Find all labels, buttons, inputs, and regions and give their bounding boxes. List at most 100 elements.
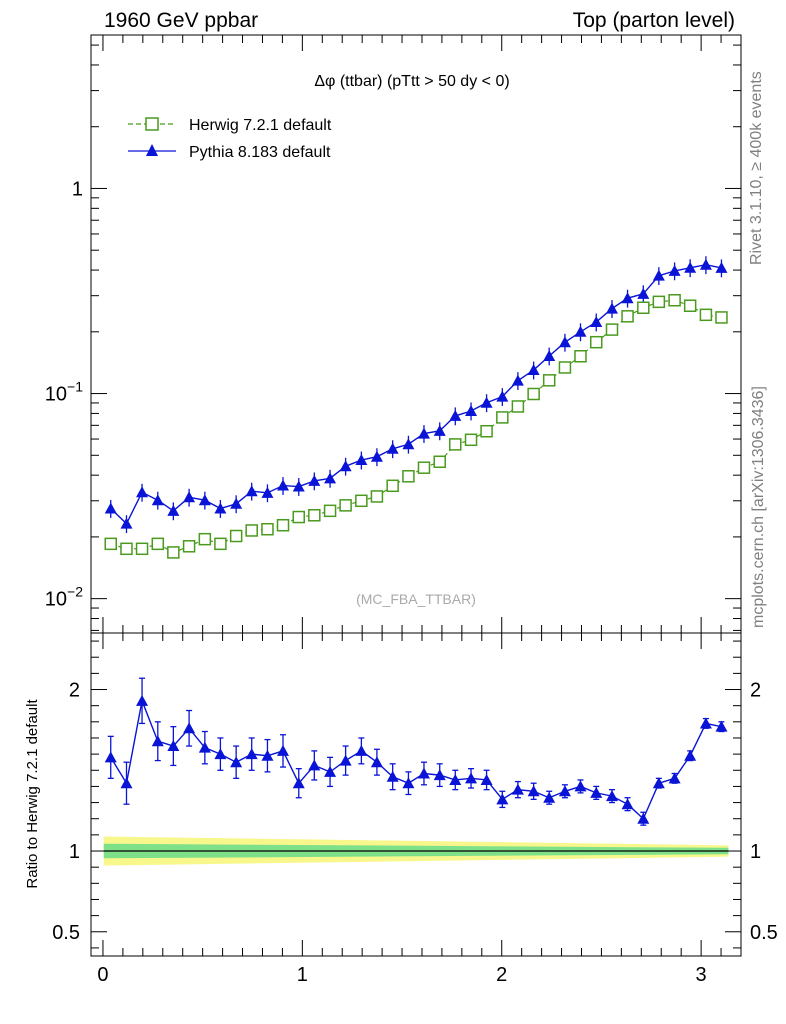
pythia-point [684, 261, 697, 273]
pythia-point [277, 479, 290, 491]
herwig-point [167, 546, 180, 559]
ratio-pythia-point [402, 777, 415, 789]
ratio-pythia-point [355, 744, 368, 756]
pythia-point [637, 287, 650, 299]
pythia-point [339, 460, 352, 472]
ratio-pythia-point [621, 798, 634, 810]
pythia-point [449, 409, 462, 421]
herwig-point [135, 542, 149, 556]
rivet-label: Rivet 3.1.10, ≥ 400k events [748, 71, 765, 265]
ratio-pythia-point [277, 744, 290, 756]
ratio-frame [90, 632, 742, 957]
pythia-point [699, 258, 712, 270]
pythia-point [511, 374, 524, 386]
ratio-pythia-point [574, 780, 587, 792]
ratio-pythia-point [261, 749, 274, 761]
legend-pythia: Pythia 8.183 default [128, 144, 331, 161]
pythia-point [543, 350, 556, 362]
ratio-pythia-point [417, 767, 430, 779]
pythia-point [668, 264, 681, 276]
ratio-axis-ticks: 0.5 0.5 1 1 2 2 0 1 2 3 [52, 633, 778, 986]
herwig-point [229, 529, 243, 543]
pythia-point [261, 486, 274, 498]
herwig-point [261, 522, 274, 536]
ratio-pythia-point [104, 751, 117, 763]
pythia-point [590, 316, 603, 328]
pythia-point [574, 325, 587, 337]
ratio-panel: 0.5 0.5 1 1 2 2 0 1 2 3 Ratio to Herwig 7.2.1 def… [24, 632, 778, 986]
pythia-point [496, 390, 509, 402]
ratio-pythia-point [527, 785, 540, 797]
x-tick-label: 2 [496, 964, 507, 986]
pythia-point [245, 485, 258, 497]
legend-pythia-label: Pythia 8.183 default [189, 144, 331, 161]
herwig-point [120, 542, 133, 556]
ratio-pythia-point [496, 793, 509, 805]
herwig-point [245, 524, 258, 537]
chart-title: Δφ (ttbar) (pTtt > 50 dy < 0) [314, 73, 509, 90]
ratio-pythia-point [715, 720, 728, 732]
ratio-pythia-point [433, 769, 446, 781]
pythia-point [715, 261, 728, 273]
ratio-pythia-point [590, 786, 603, 798]
ratio-y-tick-label-right: 0.5 [750, 922, 778, 944]
legend-herwig-label: Herwig 7.2.1 default [189, 117, 332, 134]
pythia-point [433, 424, 446, 436]
herwig-point [417, 461, 431, 474]
pythia-point [324, 472, 337, 484]
ratio-pythia-point [214, 748, 227, 760]
pythia-point [402, 438, 415, 450]
herwig-point [558, 361, 572, 374]
herwig-point [339, 499, 352, 512]
ratio-pythia-point [652, 777, 665, 789]
ratio-y-tick-label-right: 2 [750, 680, 761, 702]
pythia-point [605, 302, 618, 314]
herwig-point [449, 438, 462, 451]
ratio-pythia-point [449, 773, 462, 785]
analysis-watermark: (MC_FBA_TTBAR) [356, 591, 476, 607]
y-tick-label: 10−1 [45, 379, 83, 406]
ratio-pythia-point [308, 759, 321, 771]
herwig-point [637, 301, 650, 315]
pythia-point [480, 396, 493, 408]
ratio-pythia-point [480, 773, 493, 785]
pythia-point [292, 480, 305, 492]
ratio-pythia-point [637, 812, 650, 824]
ratio-pythia-point [465, 772, 478, 784]
ratio-pythia-point [339, 754, 352, 766]
pythia-point [198, 494, 211, 506]
ratio-y-tick-label-left: 0.5 [52, 922, 80, 944]
pythia-point [104, 502, 117, 514]
ratio-series [104, 677, 728, 826]
ratio-pythia-point [699, 717, 712, 729]
ratio-y-tick-label-left: 1 [69, 841, 80, 863]
main-series [104, 256, 728, 559]
herwig-point [496, 411, 509, 424]
pythia-point [386, 442, 399, 454]
ratio-pythia-point [292, 777, 305, 789]
herwig-point [683, 299, 697, 312]
herwig-point [668, 294, 681, 307]
x-tick-label: 1 [297, 964, 308, 986]
pythia-point [214, 502, 227, 514]
pythia-point [652, 269, 665, 281]
pythia-point [621, 292, 634, 304]
herwig-point [292, 510, 306, 524]
pythia-line [110, 263, 722, 525]
herwig-point [464, 433, 478, 447]
ratio-pythia-point [668, 772, 681, 784]
pythia-point [120, 517, 133, 529]
legend-herwig-marker [145, 117, 159, 131]
process-title: Top (parton level) [573, 9, 735, 32]
pythia-point [136, 486, 149, 498]
pythia-point [151, 494, 164, 506]
ratio-y-tick-label-right: 1 [750, 841, 761, 863]
herwig-point [589, 335, 603, 349]
ratio-pythia-point [151, 735, 164, 747]
energy-title: 1960 GeV ppbar [104, 9, 258, 32]
x-tick-label: 3 [696, 964, 707, 986]
herwig-point [151, 537, 165, 551]
herwig-point [699, 308, 713, 322]
mcplots-label: mcplots.cern.ch [arXiv:1306.3436] [750, 386, 767, 628]
